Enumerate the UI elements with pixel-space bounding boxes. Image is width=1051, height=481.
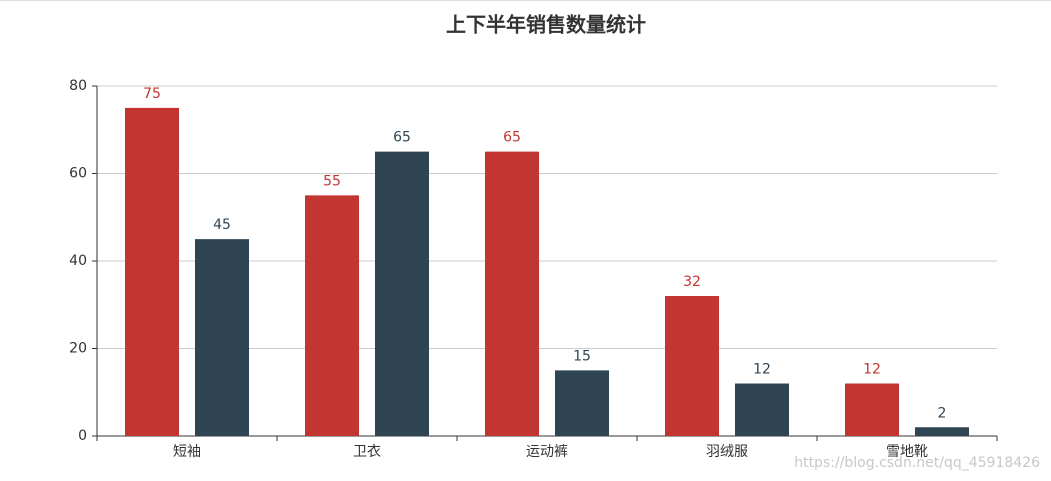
bar: [665, 296, 719, 436]
bar: [555, 370, 609, 436]
watermark: https://blog.csdn.net/qq_45918426: [794, 455, 1040, 471]
bar: [375, 151, 429, 436]
chart-title: 上下半年销售数量统计: [446, 13, 646, 37]
value-label: 75: [143, 86, 161, 102]
y-tick-label: 0: [78, 428, 87, 444]
x-tick-label: 雪地靴: [886, 444, 928, 460]
x-tick-label: 运动裤: [526, 444, 568, 460]
y-tick-label: 20: [69, 341, 87, 357]
bar: [305, 195, 359, 436]
x-tick-label: 短袖: [173, 444, 201, 460]
bar: [735, 383, 789, 436]
value-label: 32: [683, 274, 701, 290]
value-label: 65: [393, 130, 411, 146]
bar: [845, 383, 899, 436]
bar: [485, 151, 539, 436]
y-tick-label: 40: [69, 253, 87, 269]
x-tick-label: 羽绒服: [706, 444, 748, 460]
value-label: 12: [863, 362, 881, 378]
value-label: 55: [323, 173, 341, 189]
bar: [195, 239, 249, 436]
bar: [125, 107, 179, 436]
value-label: 65: [503, 130, 521, 146]
x-tick-label: 卫衣: [353, 444, 381, 460]
y-tick-label: 80: [69, 78, 87, 94]
value-label: 12: [753, 362, 771, 378]
value-label: 45: [213, 217, 231, 233]
value-label: 2: [938, 405, 947, 421]
value-label: 15: [573, 348, 591, 364]
y-tick-label: 60: [69, 166, 87, 182]
bar: [915, 427, 969, 436]
